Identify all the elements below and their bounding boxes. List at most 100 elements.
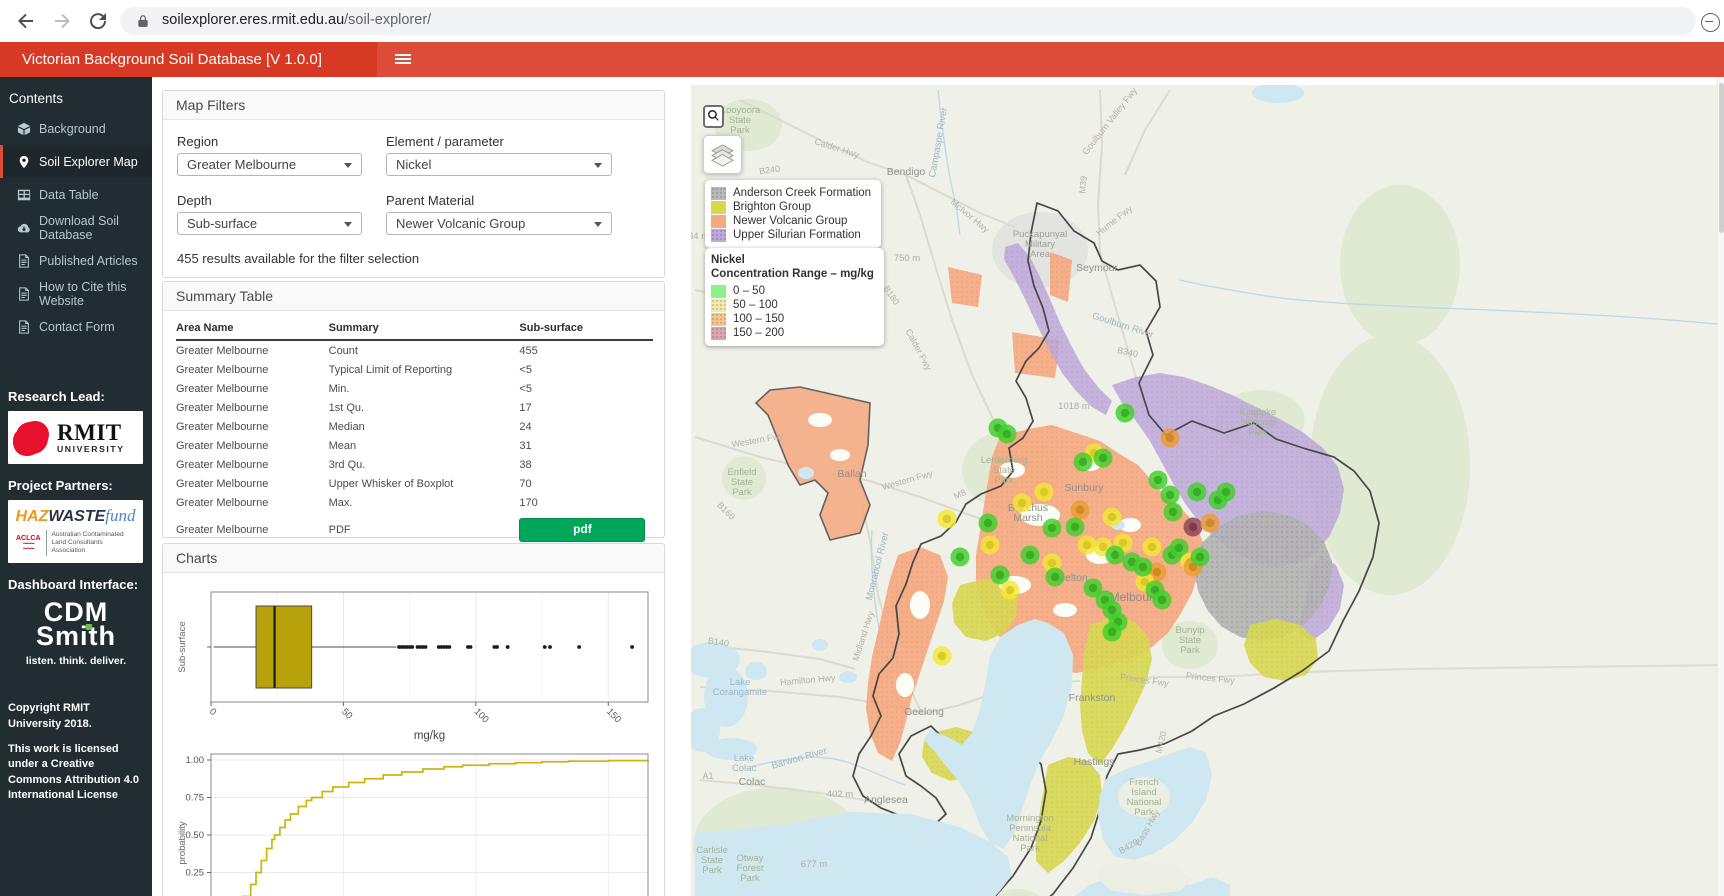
summary-table-panel: Summary Table Area Name Summary Sub-surfac… (162, 281, 665, 550)
sample-point-green[interactable] (950, 547, 970, 567)
sample-point-green[interactable] (1152, 590, 1172, 610)
sample-point-orange[interactable] (1200, 513, 1220, 533)
table-row: Greater Melbourne Upper Whisker of Boxplo… (176, 478, 532, 490)
sample-point-orange[interactable] (1070, 500, 1090, 520)
rmit-logo-mark (16, 421, 48, 454)
pdf-download-button[interactable]: pdf (519, 518, 646, 542)
sample-point-yellow[interactable] (932, 646, 952, 666)
sidebar-item-how-to-cite-this-website[interactable]: How to Cite this Website (0, 277, 152, 310)
legend-swatch (711, 312, 726, 326)
sample-point-green[interactable] (1102, 622, 1122, 642)
sidebar-item-soil-explorer-map[interactable]: Soil Explorer Map (0, 145, 152, 178)
map-label: Hastings (1074, 756, 1115, 768)
map-label: 1018 m (1058, 401, 1090, 412)
map-label: M39 (1077, 176, 1088, 194)
table-row: Greater Melbourne Median 24 (176, 421, 532, 433)
sidebar-item-published-articles[interactable]: Published Articles (0, 244, 152, 277)
hamburger-menu-icon[interactable] (382, 42, 424, 77)
sample-point-green[interactable] (1105, 545, 1125, 565)
charts-title: Charts (163, 544, 664, 573)
sample-point-green[interactable] (1093, 448, 1113, 468)
map-label: Lerderderg State Park (981, 455, 1027, 486)
legend-row: Anderson Creek Formation (711, 186, 871, 200)
sample-point-green[interactable] (1216, 482, 1236, 502)
account-icon[interactable] (1701, 13, 1720, 32)
sample-point-maroon[interactable] (1183, 517, 1203, 537)
sample-point-yellow[interactable] (980, 535, 1000, 555)
sample-point-green[interactable] (1020, 545, 1040, 565)
license-text: This work is licensed under a Creative C… (8, 743, 139, 802)
legend-label: 0 – 50 (733, 285, 765, 297)
cube-icon (17, 122, 31, 136)
reload-icon[interactable] (86, 9, 110, 33)
sample-point-green[interactable] (990, 565, 1010, 585)
legend-swatch (711, 214, 726, 228)
legend-row: 50 – 100 (711, 298, 874, 312)
map-label: B340 (1116, 345, 1139, 359)
sample-point-green[interactable] (978, 513, 998, 533)
sample-point-green[interactable] (997, 424, 1017, 444)
map-label: Mornington Peninsula National Park (1006, 813, 1054, 854)
charts-panel: Charts 0 50 100 150 mg/kg Sub-surface 1.00 0.7… (162, 543, 665, 896)
url-bar[interactable]: soilexplorer.eres.rmit.edu.au/soil-explo… (120, 7, 1696, 35)
depth-select[interactable]: Sub-surface (177, 212, 362, 235)
sidebar-contents-header: Contents (9, 91, 64, 106)
scrollbar[interactable] (1717, 77, 1724, 896)
forward-icon[interactable] (50, 9, 74, 33)
sample-point-yellow[interactable] (1102, 507, 1122, 527)
element-select[interactable]: Nickel (386, 153, 612, 176)
sample-point-yellow[interactable] (1142, 537, 1162, 557)
sample-point-green[interactable] (1065, 517, 1085, 537)
chevron-down-icon (344, 222, 352, 227)
sample-point-green[interactable] (1160, 485, 1180, 505)
sidebar-item-contact-form[interactable]: Contact Form (0, 310, 152, 343)
sidebar-item-background[interactable]: Background (0, 112, 152, 145)
file-icon (17, 286, 31, 301)
map-label: 402 m (827, 789, 853, 800)
map-layers-button[interactable] (703, 135, 742, 174)
back-icon[interactable] (14, 9, 38, 33)
aclca-waves-icon: ~~~ (22, 543, 35, 553)
map-water (691, 85, 1304, 896)
map-label: Anglesea (864, 794, 908, 806)
sample-point-green[interactable] (1042, 518, 1062, 538)
sample-point-yellow[interactable] (937, 509, 957, 529)
sample-point-green[interactable] (1190, 547, 1210, 567)
aclca-name-line2: Land Consultants Association (51, 538, 103, 555)
scrollbar-thumb[interactable] (1719, 83, 1724, 233)
ecdf-chart: 1.00 0.75 0.50 0.25 probability (177, 753, 649, 896)
sidebar-item-data-table[interactable]: Data Table (0, 178, 152, 211)
sample-points[interactable] (932, 403, 1236, 666)
sample-point-green[interactable] (1115, 403, 1135, 423)
sample-point-green[interactable] (1169, 538, 1189, 558)
sample-point-green[interactable] (1163, 502, 1183, 522)
sample-point-green[interactable] (1148, 470, 1168, 490)
sidebar-item-label: Background (39, 121, 106, 136)
sidebar-item-download-soil-database[interactable]: Download Soil Database (0, 211, 152, 244)
legend-label: 100 – 150 (733, 313, 785, 325)
sample-point-yellow[interactable] (1077, 535, 1097, 555)
sample-point-green[interactable] (1133, 557, 1153, 577)
map-label: B240 (758, 164, 780, 177)
sample-point-green[interactable] (1187, 482, 1207, 502)
url-text: soilexplorer.eres.rmit.edu.au/soil-explo… (162, 12, 431, 28)
sidebar: Contents Background Soil Explorer Map Data… (0, 77, 152, 896)
rmit-logo-subtext: UNIVERSITY (57, 444, 125, 455)
map-area[interactable]: Kooyoora State Park Bendigo Calder Hwy B240 Ca… (691, 85, 1717, 896)
sample-point-yellow[interactable] (1000, 580, 1020, 600)
legend-swatch (711, 200, 726, 214)
region-select[interactable]: Greater Melbourne (177, 153, 362, 176)
sample-point-yellow[interactable] (1012, 493, 1032, 513)
sample-point-green[interactable] (1045, 567, 1065, 587)
element-value: Nickel (396, 157, 432, 172)
sample-point-orange[interactable] (1160, 428, 1180, 448)
sample-point-green[interactable] (1073, 452, 1093, 472)
map-search-button[interactable] (703, 105, 724, 128)
table-row: Greater Melbourne Mean 31 (176, 440, 532, 452)
map-label: Colac (739, 776, 766, 788)
parent-material-select[interactable]: Newer Volcanic Group (386, 212, 612, 235)
chevron-down-icon (344, 163, 352, 168)
sample-point-yellow[interactable] (1034, 482, 1054, 502)
sample-point-green[interactable] (1083, 578, 1103, 598)
